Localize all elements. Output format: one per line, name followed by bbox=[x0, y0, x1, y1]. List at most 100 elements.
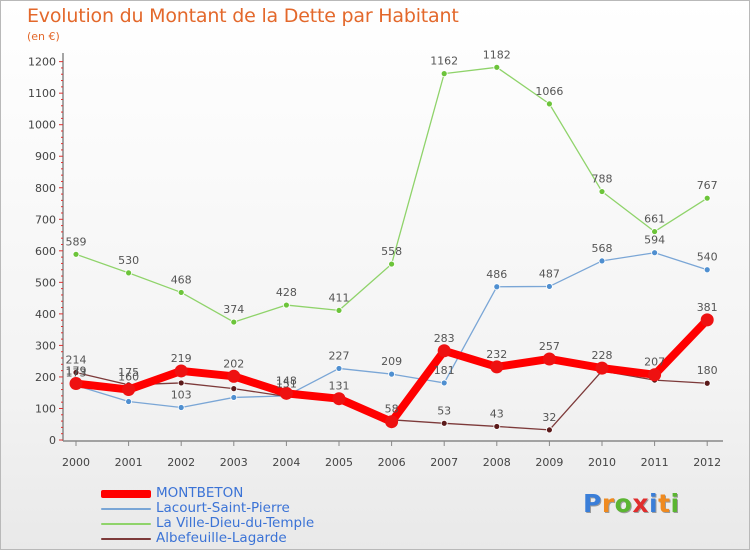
data-point bbox=[598, 257, 606, 265]
data-label: 181 bbox=[434, 364, 455, 377]
series-montbeton bbox=[69, 313, 714, 429]
data-point bbox=[385, 415, 399, 429]
data-point bbox=[440, 379, 448, 387]
x-tick-label: 2002 bbox=[167, 456, 195, 469]
data-label: 219 bbox=[171, 352, 192, 365]
data-point bbox=[703, 379, 711, 387]
data-point bbox=[230, 385, 238, 393]
data-label: 558 bbox=[381, 245, 402, 258]
data-label: 283 bbox=[434, 332, 455, 345]
legend-label: Lacourt-Saint-Pierre bbox=[156, 500, 290, 516]
y-tick-label: 500 bbox=[35, 276, 56, 289]
data-point bbox=[72, 250, 80, 258]
data-label: 530 bbox=[118, 254, 139, 267]
y-tick-label: 600 bbox=[35, 245, 56, 258]
data-label: 767 bbox=[697, 179, 718, 192]
data-label: 568 bbox=[592, 242, 613, 255]
data-label: 540 bbox=[697, 251, 718, 264]
data-point bbox=[651, 249, 658, 257]
data-label: 228 bbox=[592, 349, 613, 362]
data-point bbox=[227, 369, 241, 383]
data-point bbox=[174, 364, 188, 378]
legend-swatch bbox=[101, 508, 151, 510]
data-label: 179 bbox=[66, 365, 87, 378]
data-label: 257 bbox=[539, 340, 560, 353]
data-point bbox=[388, 370, 396, 378]
x-tick-label: 2001 bbox=[115, 456, 143, 469]
data-point bbox=[125, 398, 132, 405]
data-point bbox=[700, 313, 714, 327]
data-point bbox=[335, 307, 343, 314]
data-point bbox=[595, 361, 609, 375]
x-tick-label: 2005 bbox=[325, 456, 353, 469]
data-label: 468 bbox=[171, 273, 192, 286]
data-point bbox=[230, 394, 238, 401]
data-label: 202 bbox=[223, 357, 244, 370]
data-point bbox=[177, 289, 185, 296]
data-point bbox=[335, 365, 343, 372]
data-label: 148 bbox=[276, 374, 297, 387]
data-label: 487 bbox=[539, 267, 560, 280]
data-label: 788 bbox=[592, 173, 613, 186]
data-point bbox=[546, 100, 553, 108]
data-label: 131 bbox=[329, 380, 350, 393]
x-tick-label: 2006 bbox=[378, 456, 406, 469]
x-tick-label: 2009 bbox=[535, 456, 563, 469]
proxiti-logo: Proxiti bbox=[583, 489, 680, 518]
data-point bbox=[282, 301, 290, 309]
data-point bbox=[546, 283, 553, 290]
data-label: 1162 bbox=[430, 55, 458, 68]
y-tick-label: 900 bbox=[35, 150, 56, 163]
legend-label: MONTBETON bbox=[156, 485, 244, 501]
data-point bbox=[598, 188, 606, 195]
data-label: 381 bbox=[697, 301, 718, 314]
data-point bbox=[493, 63, 501, 71]
data-label: 32 bbox=[542, 411, 556, 424]
data-label: 43 bbox=[490, 407, 504, 420]
data-label: 173 bbox=[66, 366, 87, 379]
data-label: 103 bbox=[171, 389, 192, 402]
x-tick-label: 2000 bbox=[62, 456, 90, 469]
data-label: 1066 bbox=[535, 85, 563, 98]
data-label: 232 bbox=[486, 348, 507, 361]
data-point bbox=[72, 369, 80, 376]
y-tick-label: 1200 bbox=[28, 56, 56, 69]
legend-swatch bbox=[101, 523, 151, 525]
data-point bbox=[651, 228, 658, 235]
y-tick-label: 0 bbox=[49, 434, 56, 447]
y-tick-label: 200 bbox=[35, 371, 56, 384]
data-point bbox=[703, 194, 711, 202]
data-point bbox=[279, 386, 293, 400]
data-point bbox=[493, 423, 501, 430]
data-point bbox=[440, 419, 448, 427]
data-label: 589 bbox=[66, 235, 87, 248]
data-point bbox=[230, 318, 238, 326]
data-label: 151 bbox=[276, 377, 297, 390]
data-point bbox=[177, 379, 185, 387]
x-tick-label: 2004 bbox=[272, 456, 300, 469]
y-tick-label: 800 bbox=[35, 182, 56, 195]
y-tick-label: 100 bbox=[35, 402, 56, 415]
series-la-ville-dieu-du-temple bbox=[72, 63, 711, 326]
data-point bbox=[122, 383, 136, 397]
data-label: 411 bbox=[329, 291, 350, 304]
legend-label: Albefeuille-Lagarde bbox=[156, 530, 287, 546]
y-tick-label: 1000 bbox=[28, 119, 56, 132]
x-tick-label: 2011 bbox=[641, 456, 669, 469]
data-label: 428 bbox=[276, 286, 297, 299]
x-tick-label: 2012 bbox=[693, 456, 721, 469]
data-point bbox=[648, 368, 662, 382]
data-label: 594 bbox=[644, 234, 665, 247]
y-tick-label: 1100 bbox=[28, 87, 56, 100]
data-label: 486 bbox=[486, 268, 507, 281]
data-label: 209 bbox=[381, 355, 402, 368]
data-label: 53 bbox=[437, 404, 451, 417]
data-point bbox=[490, 360, 504, 374]
x-tick-label: 2008 bbox=[483, 456, 511, 469]
series-lacourt-saint-pierre bbox=[72, 249, 711, 411]
data-point bbox=[177, 404, 185, 411]
data-point bbox=[332, 392, 346, 406]
data-label: 58 bbox=[385, 403, 399, 416]
